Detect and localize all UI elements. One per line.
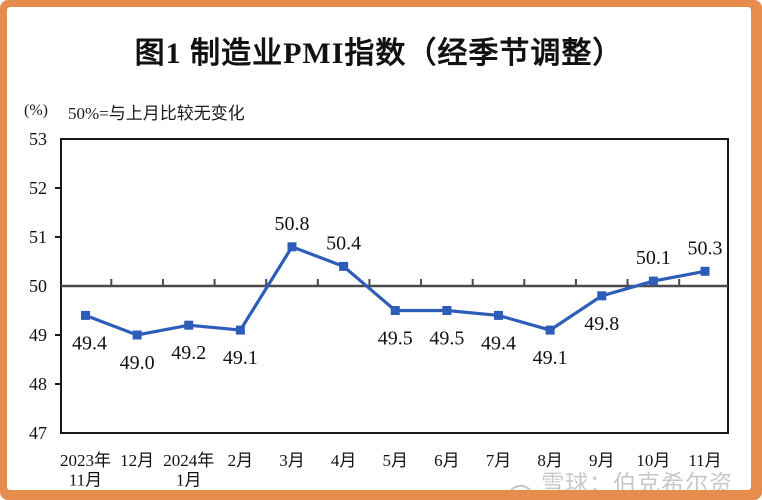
x-tick-label: 9月 [589, 451, 615, 470]
x-tick-label: 2月 [228, 451, 254, 470]
x-tick-label: 2023年 [60, 451, 111, 470]
y-tick-label: 53 [29, 129, 47, 149]
data-point-marker [390, 306, 400, 315]
data-point-marker [339, 261, 349, 271]
x-tick-label: 8月 [537, 451, 563, 470]
y-tick-label: 50 [29, 276, 47, 296]
y-tick-label: 49 [29, 325, 47, 345]
data-point-marker [287, 242, 297, 252]
data-point-label: 49.4 [72, 332, 107, 354]
x-tick-label: 6月 [434, 451, 460, 470]
data-point-label: 50.4 [326, 232, 361, 254]
data-point-label: 49.5 [378, 328, 413, 350]
data-point-label: 49.1 [533, 347, 568, 369]
y-tick-label: 47 [29, 423, 47, 443]
data-point-label: 50.1 [636, 247, 671, 269]
y-tick-label: 48 [29, 374, 47, 394]
data-point-label: 50.8 [275, 213, 310, 235]
x-tick-label: 11月 [688, 451, 721, 470]
x-tick-label: 10月 [636, 451, 670, 470]
x-tick-label: 5月 [383, 451, 409, 470]
x-tick-label: 12月 [120, 451, 154, 470]
y-tick-label: 51 [29, 227, 47, 247]
x-tick-label: 1月 [176, 471, 202, 490]
data-point-label: 50.3 [688, 237, 723, 259]
xueqiu-logo-icon [509, 484, 532, 490]
data-point-label: 49.2 [171, 342, 206, 364]
data-point-label: 49.1 [223, 347, 258, 369]
data-point-marker [81, 310, 90, 320]
data-point-marker [494, 310, 503, 320]
data-point-marker [700, 266, 710, 276]
chart-title: 图1 制造业PMI指数（经季节调整） [134, 37, 624, 70]
data-point-marker [597, 291, 607, 301]
chart-canvas: 图1 制造业PMI指数（经季节调整） (%) 50%=与上月比较无变化 47 48… [7, 7, 751, 490]
data-point-marker [132, 330, 142, 340]
data-point-marker [545, 325, 555, 335]
data-point-marker [442, 306, 452, 315]
x-tick-label: 2024年 [163, 451, 214, 470]
data-point-label: 49.0 [120, 352, 155, 374]
data-point-label: 49.8 [584, 313, 619, 335]
y-axis-unit-label: (%) [24, 102, 48, 119]
data-point-label: 49.5 [429, 328, 464, 350]
data-point-marker [184, 320, 194, 330]
data-point-marker [235, 325, 245, 335]
y-tick-label: 52 [29, 178, 47, 198]
watermark-source-text: 雪球：伯克希尔资本 [541, 471, 734, 490]
data-point-label: 49.4 [481, 332, 516, 354]
x-tick-label: 3月 [279, 451, 305, 470]
reference-note-label: 50%=与上月比较无变化 [68, 104, 245, 123]
x-tick-label: 7月 [486, 451, 512, 470]
x-tick-label: 11月 [69, 471, 102, 490]
data-point-marker [648, 276, 658, 286]
watermark: 雪球：伯克希尔资本 [506, 464, 751, 490]
x-tick-label: 4月 [331, 451, 357, 470]
